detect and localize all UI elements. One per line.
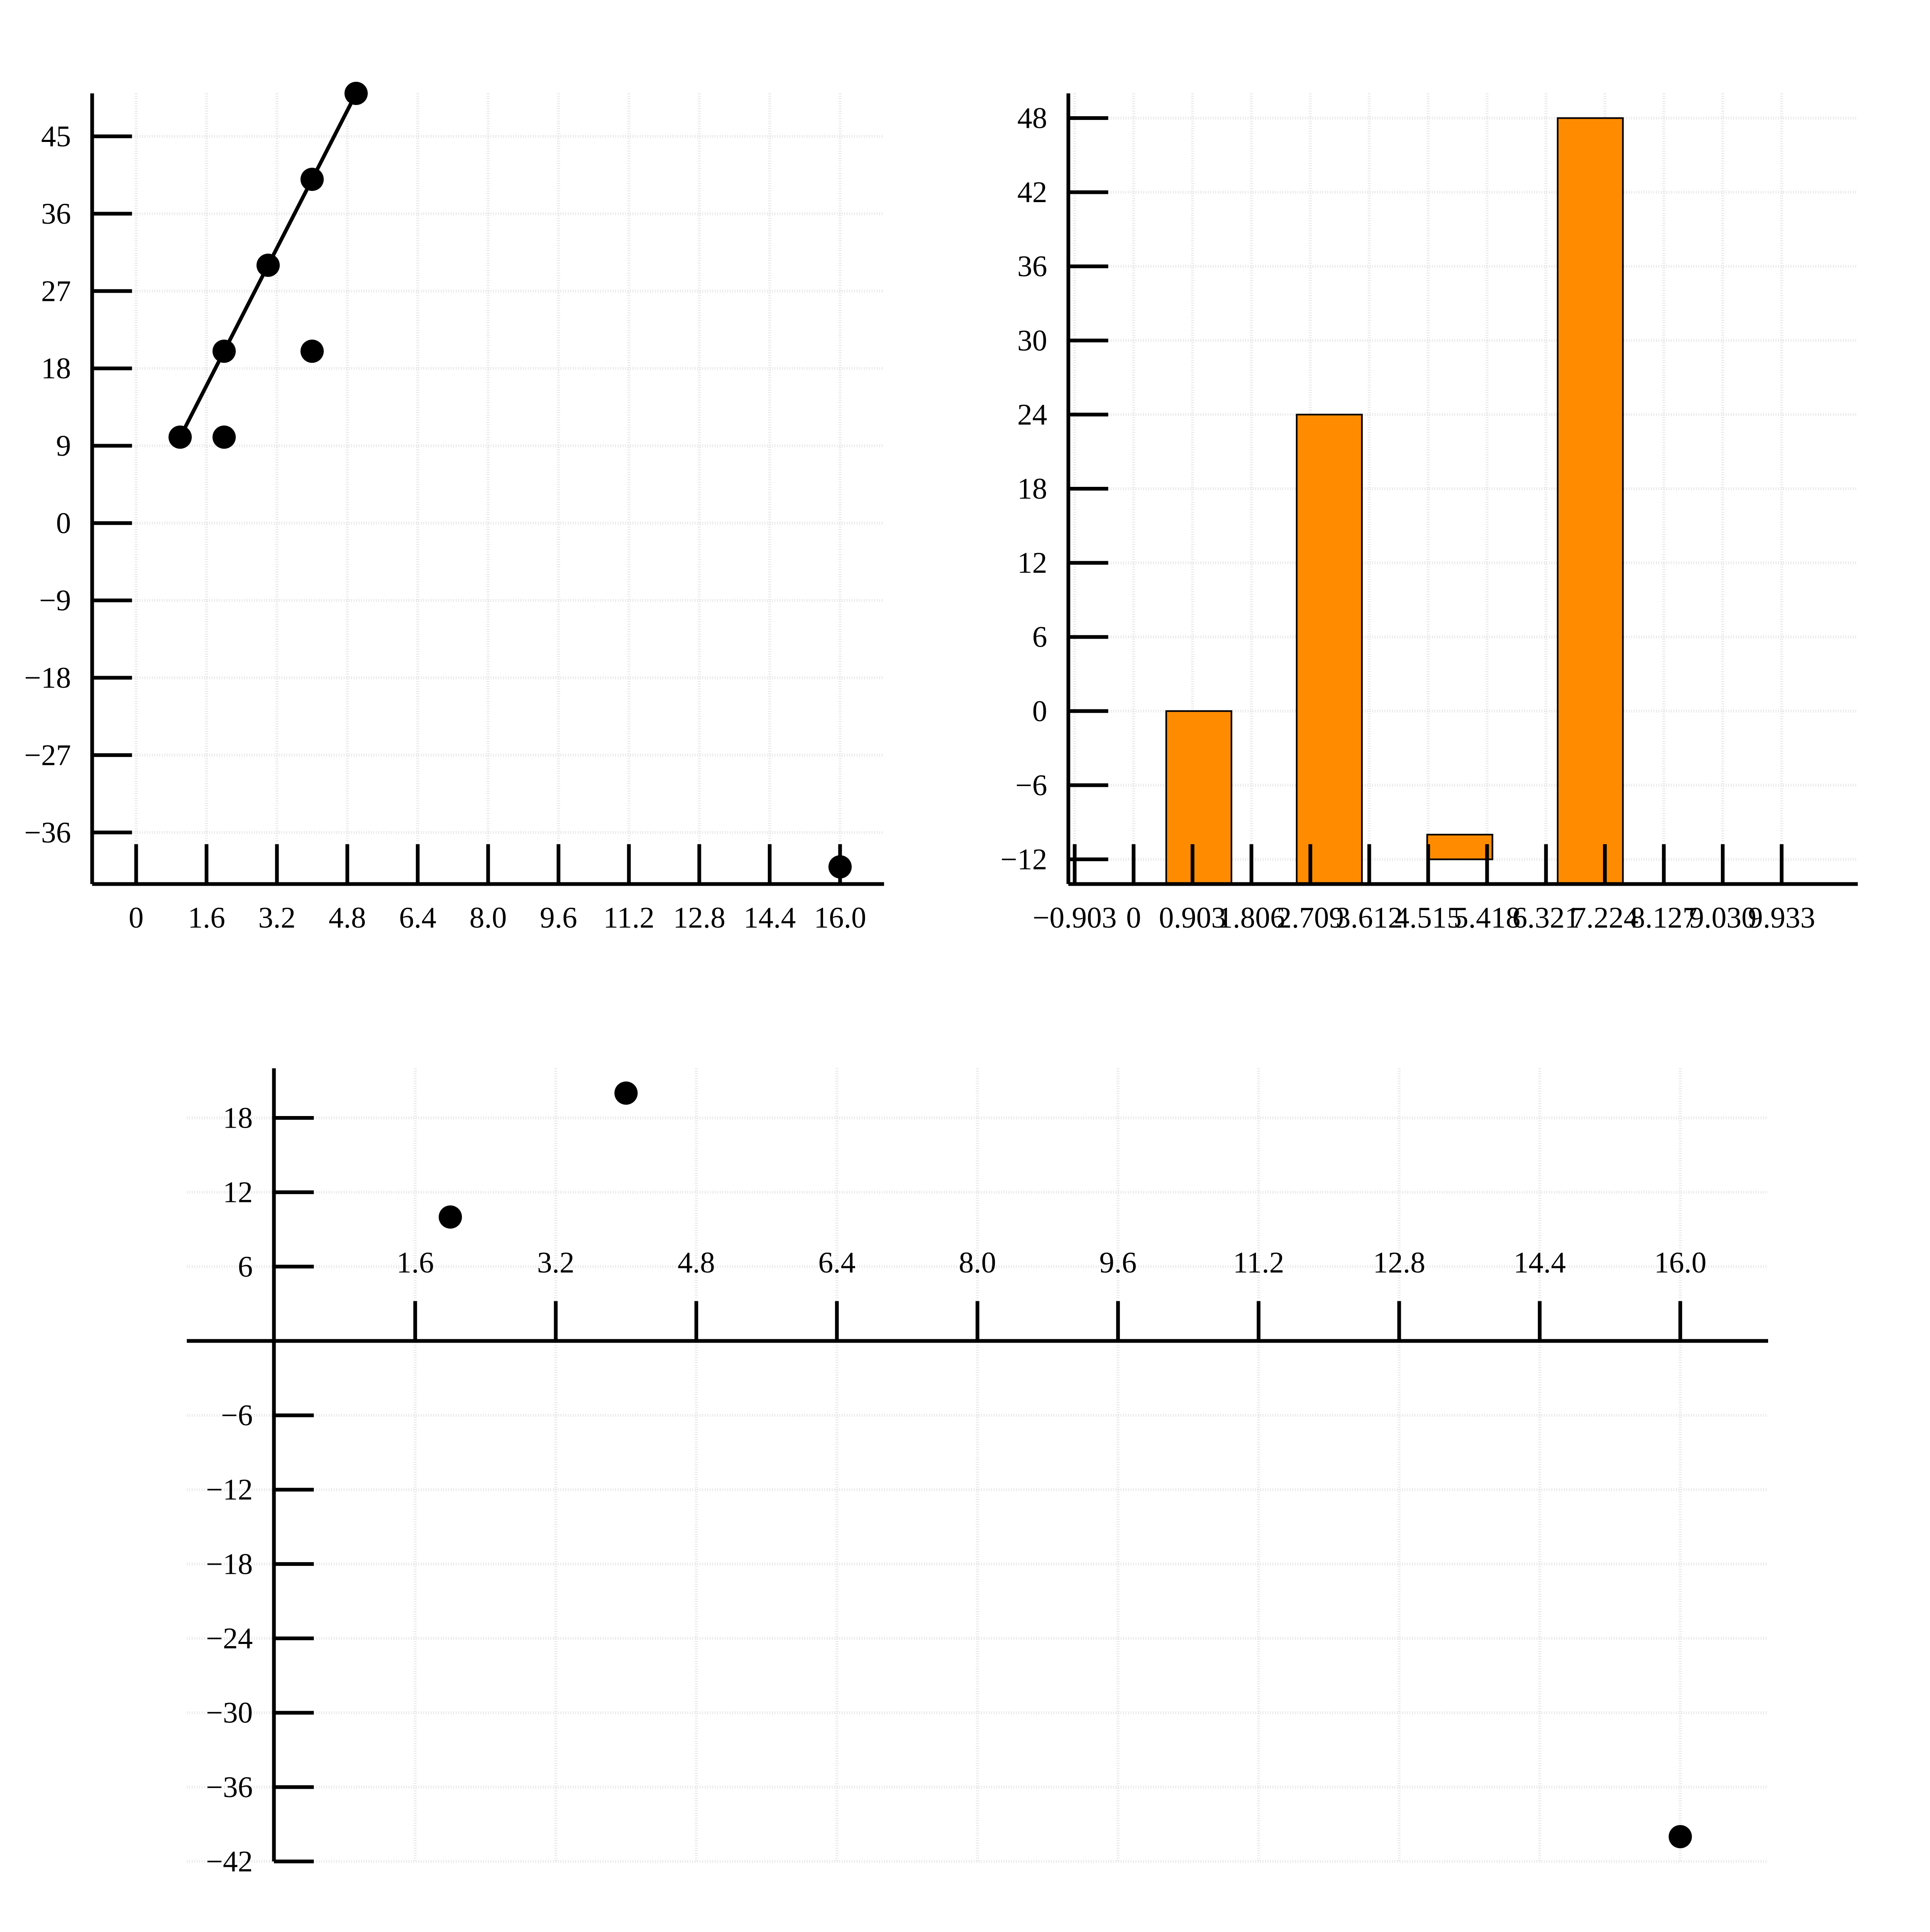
y-tick-label: 48	[1017, 102, 1047, 135]
y-tick-label: −36	[206, 1771, 253, 1804]
bar	[1556, 117, 1624, 885]
scatter-line-chart-top-left: 0 1.6 3.2 4.8 6.4 8.0 9.6 11.2 12.8 14.4 16.0 −36 −2…	[24, 82, 884, 934]
x-tick-label: 2.709	[1277, 901, 1344, 934]
y-tick-label: 9	[56, 429, 71, 462]
y-tick-label: 36	[1017, 250, 1047, 283]
bar-chart-top-right: −0.903 0 0.9031.8062.7093.6124.5155.4186.3…	[1000, 93, 1858, 934]
x-tick-label: 6.321	[1512, 901, 1580, 934]
x-tick-label: 6.4	[399, 901, 436, 934]
y-tick-label: 24	[1017, 398, 1047, 431]
data-point	[213, 425, 236, 449]
y-tick-label: −42	[206, 1845, 253, 1878]
y-tick-label: −6	[1015, 769, 1047, 802]
y-tick-label: −6	[221, 1399, 253, 1432]
x-tick-label: 4.8	[678, 1246, 715, 1279]
x-tick-label: 3.2	[258, 901, 296, 934]
data-point	[300, 168, 324, 191]
x-tick-label: 7.224	[1571, 901, 1639, 934]
y-tick-label: −12	[206, 1473, 253, 1506]
x-tick-label: 4.8	[329, 901, 366, 934]
x-tick-label: 8.0	[469, 901, 507, 934]
y-tick-label: 18	[1017, 472, 1047, 506]
data-point	[344, 82, 368, 105]
x-tick-label: 1.6	[396, 1246, 434, 1279]
y-tick-label: −36	[24, 816, 71, 849]
x-tick-label: 12.8	[1373, 1246, 1425, 1279]
y-tick-label: 42	[1017, 176, 1047, 209]
x-tick-label: 11.2	[603, 901, 655, 934]
bar	[1296, 413, 1363, 885]
y-tick-label: 0	[56, 506, 71, 540]
x-tick-label: −0.903	[1033, 901, 1117, 934]
y-tick-label: −27	[24, 738, 71, 772]
y-tick-label: 6	[1032, 620, 1047, 654]
y-tick-label: 27	[41, 274, 71, 308]
x-tick-label: 4.515	[1395, 901, 1462, 934]
x-tick-label: 14.4	[743, 901, 796, 934]
x-tick-label: 6.4	[818, 1246, 855, 1279]
x-tick-label: 9.6	[540, 901, 577, 934]
x-tick-label: 3.612	[1336, 901, 1403, 934]
x-tick-label: 16.0	[1654, 1246, 1706, 1279]
y-tick-label: −18	[206, 1547, 253, 1580]
y-tick-label: 12	[223, 1176, 253, 1209]
x-tick-label: 12.8	[673, 901, 726, 934]
x-tick-label: 5.418	[1454, 901, 1521, 934]
data-point	[169, 425, 192, 449]
data-point	[1669, 1825, 1692, 1849]
bar	[1165, 710, 1232, 885]
y-tick-label: −30	[206, 1696, 253, 1729]
y-tick-label: 6	[238, 1250, 253, 1283]
x-tick-label: 9.6	[1099, 1246, 1137, 1279]
y-tick-label: 36	[41, 197, 71, 230]
y-tick-label: 12	[1017, 546, 1047, 579]
x-tick-label: 11.2	[1233, 1246, 1284, 1279]
x-tick-label: 9.030	[1689, 901, 1757, 934]
y-tick-label: 18	[41, 352, 71, 385]
x-tick-label: 0	[129, 901, 144, 934]
x-tick-label: 16.0	[814, 901, 866, 934]
data-point	[300, 340, 324, 363]
x-tick-label: 8.0	[959, 1246, 996, 1279]
y-tick-label: −12	[1000, 843, 1047, 876]
y-tick-label: 18	[223, 1101, 253, 1134]
x-tick-label: 9.933	[1748, 901, 1815, 934]
y-tick-label: −9	[39, 584, 71, 617]
x-tick-label: 0.903	[1159, 901, 1226, 934]
data-point	[213, 340, 236, 363]
data-point	[257, 254, 280, 277]
y-tick-label: −24	[206, 1622, 253, 1655]
data-point	[614, 1081, 638, 1105]
x-tick-label: 8.127	[1630, 901, 1698, 934]
x-tick-label: 1.806	[1218, 901, 1285, 934]
x-tick-label: 3.2	[537, 1246, 574, 1279]
y-tick-label: 0	[1032, 694, 1047, 728]
bar	[1426, 833, 1493, 860]
x-tick-label: 0	[1126, 901, 1141, 934]
x-tick-label: 14.4	[1514, 1246, 1566, 1279]
y-tick-label: 45	[41, 120, 71, 153]
scatter-chart-bottom: 1.6 3.2 4.8 6.4 8.0 9.6 11.2 12.8 14.4 16.0 −42 −36…	[187, 1068, 1768, 1878]
data-point	[439, 1205, 462, 1229]
y-tick-label: 30	[1017, 324, 1047, 357]
y-tick-label: −18	[24, 661, 71, 694]
x-tick-label: 1.6	[188, 901, 225, 934]
